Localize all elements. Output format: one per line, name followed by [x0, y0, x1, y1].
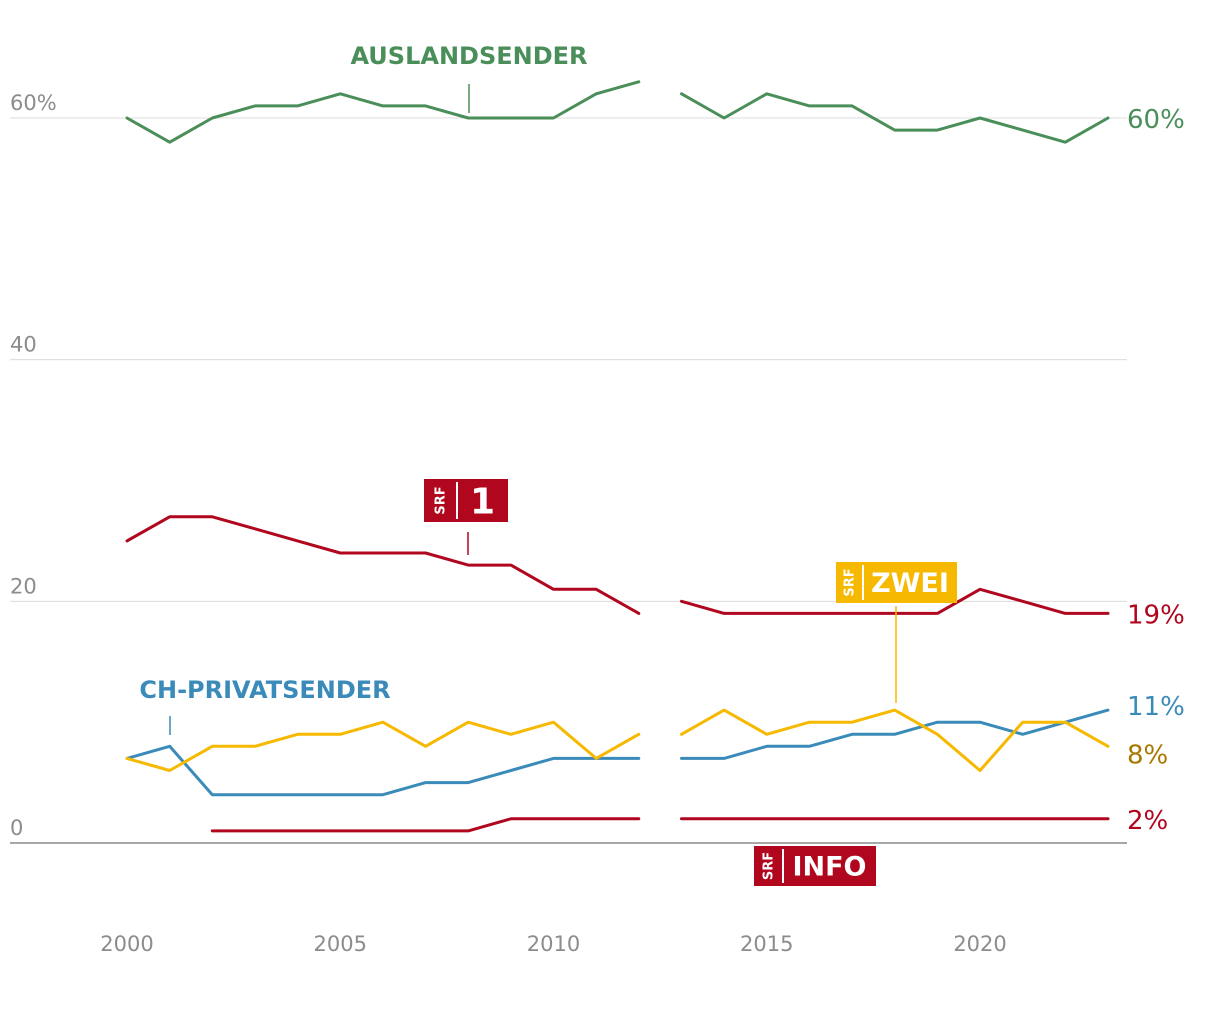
- logo-text-srf1: 1: [470, 481, 495, 522]
- series-label-privat: CH-PRIVATSENDER: [139, 676, 390, 704]
- logo-bg-srfzwei: [836, 562, 957, 603]
- end-label-srf1: 19%: [1127, 600, 1185, 630]
- end-labels: 60% 19% 11% 8% 2%: [1127, 105, 1185, 836]
- y-tick-0: 0: [10, 816, 23, 840]
- logo-srf1: SRF 1: [424, 479, 508, 522]
- series-line-srfinfo-1: [210, 817, 641, 833]
- series-line-srf1-1: [125, 515, 641, 615]
- series-line-srfzwei-2: [680, 708, 1110, 772]
- end-label-privat: 11%: [1127, 692, 1185, 722]
- logo-bg-srfinfo: [754, 846, 876, 886]
- x-tick-2000: 2000: [100, 932, 153, 956]
- logo-text-srfzwei: ZWEI: [871, 568, 949, 599]
- logo-text-srfinfo: INFO: [792, 852, 866, 883]
- series-line-ausland-1: [125, 80, 641, 144]
- y-tick-60: 60%: [10, 91, 57, 115]
- series-line-privat-1: [125, 744, 641, 797]
- end-label-srfinfo: 2%: [1127, 806, 1168, 836]
- y-tick-40: 40: [10, 333, 37, 357]
- logo-srf-srf1: SRF: [434, 486, 449, 514]
- logo-srfzwei: SRF ZWEI: [836, 562, 957, 603]
- series-label-ausland: AUSLANDSENDER: [350, 42, 587, 70]
- y-axis-ticks: 0 20 40 60%: [10, 91, 57, 840]
- series-lines: [125, 80, 1110, 833]
- y-tick-20: 20: [10, 574, 37, 598]
- x-tick-2010: 2010: [527, 932, 580, 956]
- series-line-srfzwei-1: [125, 720, 641, 772]
- end-label-ausland: 60%: [1127, 105, 1185, 135]
- x-tick-2020: 2020: [953, 932, 1006, 956]
- end-label-srfzwei: 8%: [1127, 740, 1168, 770]
- logo-srf-srfinfo: SRF: [762, 852, 777, 880]
- series-line-srf1-2: [680, 587, 1110, 615]
- x-tick-2015: 2015: [740, 932, 793, 956]
- logo-srf-srfzwei: SRF: [843, 568, 858, 596]
- logo-bg-srf1: [424, 479, 508, 522]
- x-tick-2005: 2005: [314, 932, 367, 956]
- series-line-ausland-2: [680, 92, 1110, 144]
- x-axis-ticks: 2000 2005 2010 2015 2020: [100, 932, 1006, 956]
- logo-srfinfo: SRF INFO: [754, 846, 876, 886]
- series-line-privat-2: [680, 708, 1110, 760]
